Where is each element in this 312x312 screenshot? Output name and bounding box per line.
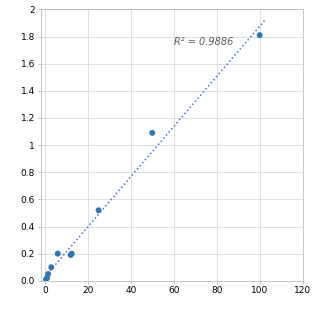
Point	[46, 271, 51, 276]
Point	[68, 252, 73, 257]
Point	[257, 33, 262, 38]
Point	[55, 251, 60, 256]
Point	[96, 208, 101, 213]
Point	[43, 277, 48, 282]
Point	[45, 275, 50, 280]
Text: R² = 0.9886: R² = 0.9886	[174, 37, 233, 47]
Point	[150, 130, 155, 135]
Point	[69, 251, 74, 256]
Point	[49, 265, 54, 270]
